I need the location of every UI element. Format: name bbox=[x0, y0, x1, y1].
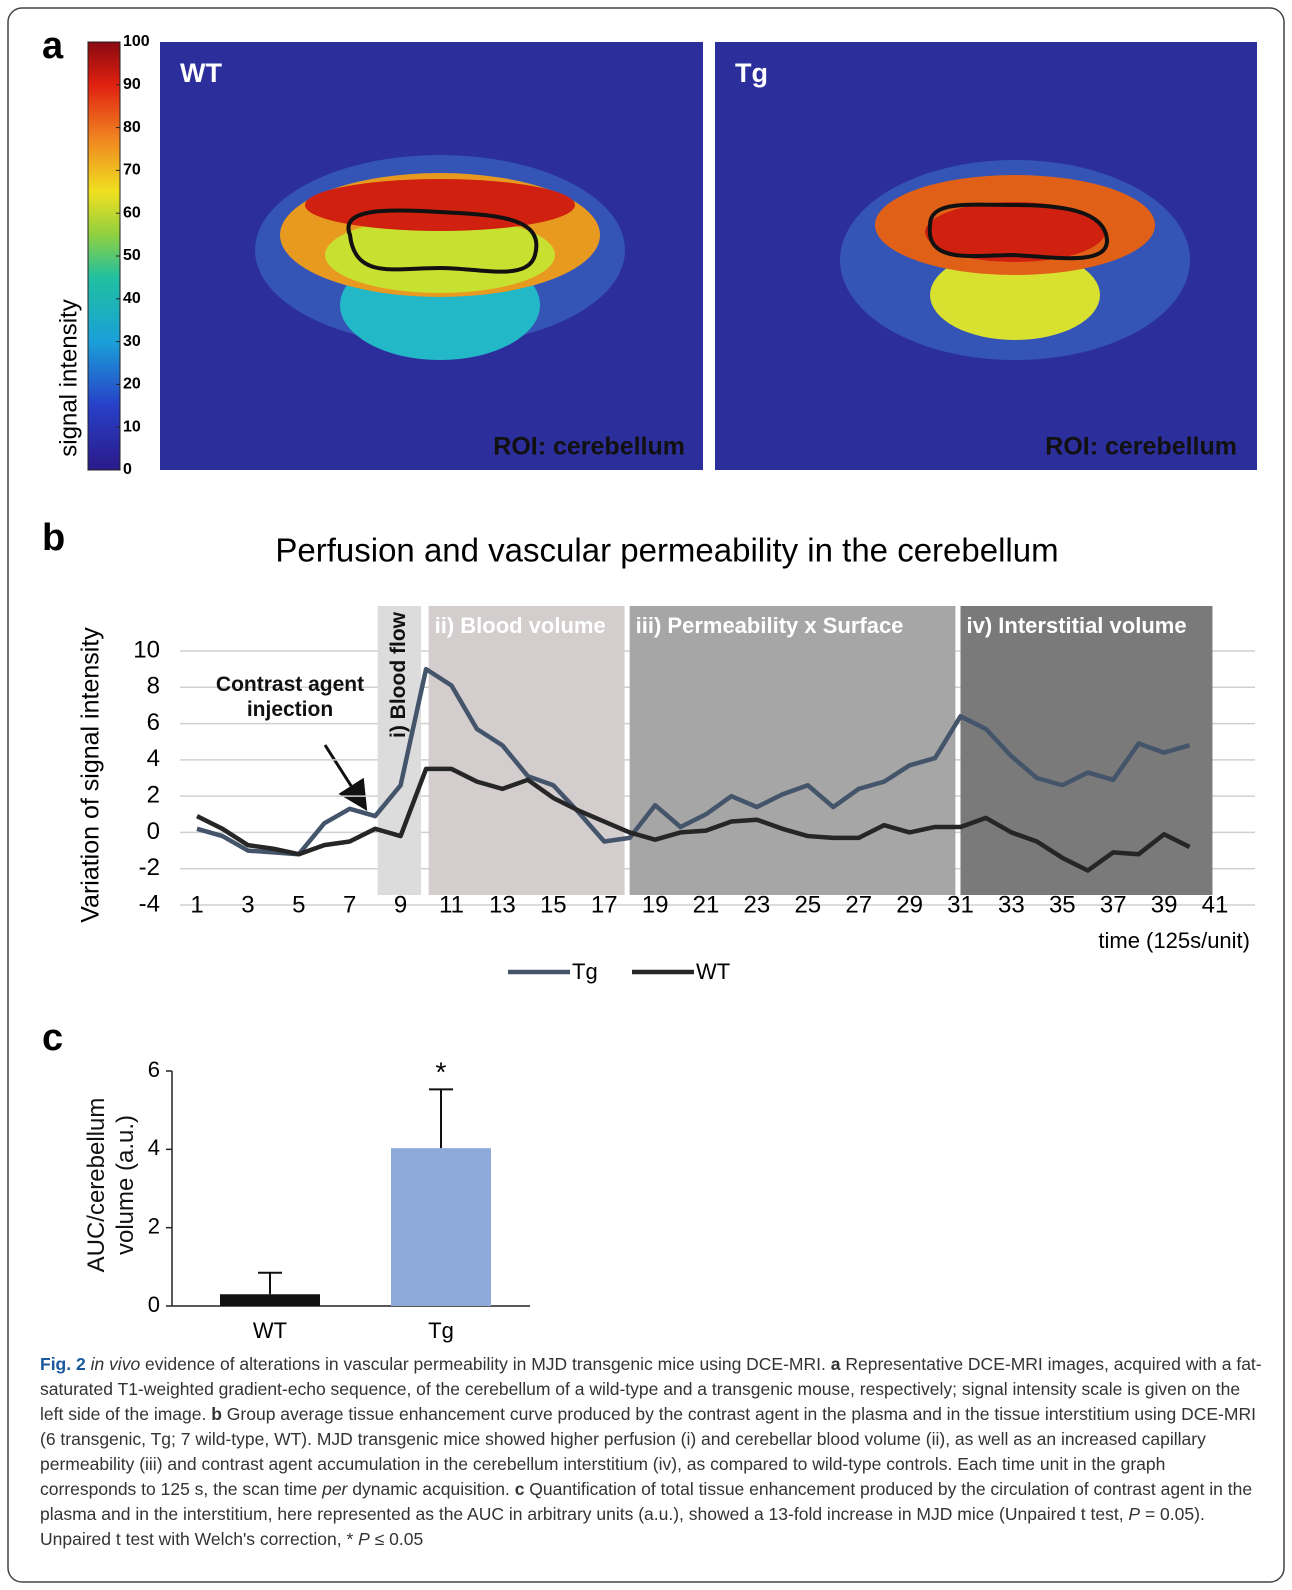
colorbar-tick-label: 40 bbox=[123, 290, 141, 307]
x-tick-label: 25 bbox=[794, 891, 821, 918]
y-axis-label: AUC/cerebellum volume (a.u.) bbox=[82, 1065, 140, 1305]
y-axis-label: Variation of signal intensity bbox=[77, 627, 105, 923]
x-tick-label: 31 bbox=[947, 891, 974, 918]
x-tick-label: WT bbox=[253, 1318, 287, 1343]
colorbar-tick-label: 60 bbox=[123, 204, 141, 221]
bar bbox=[391, 1148, 491, 1306]
colorbar-tick-label: 30 bbox=[123, 333, 141, 350]
image-roi-label: ROI: cerebellum bbox=[1045, 433, 1237, 461]
colorbar-tick-label: 80 bbox=[123, 119, 141, 136]
y-tick-label: 0 bbox=[147, 818, 160, 845]
x-tick-label: Tg bbox=[428, 1318, 454, 1343]
annotation: Contrast agent injection bbox=[195, 672, 385, 722]
mri-tg bbox=[715, 42, 1257, 470]
panel-label: a bbox=[42, 25, 64, 67]
colorbar-tick-label: 100 bbox=[123, 33, 150, 50]
mri-wt bbox=[160, 42, 703, 470]
x-tick-label: 39 bbox=[1151, 891, 1178, 918]
phase-region bbox=[630, 606, 956, 895]
colorbar-tick-label: 50 bbox=[123, 247, 141, 264]
legend-label: WT bbox=[696, 959, 730, 984]
x-tick-label: 13 bbox=[489, 891, 516, 918]
caption-text: b bbox=[211, 1404, 222, 1424]
colorbar-tick-label: 20 bbox=[123, 376, 141, 393]
colorbar-label: signal intensity bbox=[55, 299, 82, 456]
x-tick-label: 17 bbox=[591, 891, 618, 918]
x-tick-label: 23 bbox=[744, 891, 771, 918]
annotation-box: Contrast agent injection bbox=[195, 672, 385, 732]
y-tick-label: -4 bbox=[139, 890, 160, 917]
y-tick-label: 4 bbox=[147, 745, 160, 772]
caption-text: P bbox=[1128, 1504, 1140, 1524]
y-tick-label: 8 bbox=[147, 673, 160, 700]
image-label: WT bbox=[180, 58, 222, 88]
colorbar-tick-label: 0 bbox=[123, 461, 132, 478]
x-tick-label: 5 bbox=[292, 891, 305, 918]
phase-label: iv) Interstitial volume bbox=[967, 613, 1187, 638]
legend-label: Tg bbox=[572, 959, 598, 984]
x-tick-label: 9 bbox=[394, 891, 407, 918]
x-tick-label: 27 bbox=[845, 891, 872, 918]
caption-text: P bbox=[358, 1529, 370, 1549]
colorbar-tick-label: 70 bbox=[123, 162, 141, 179]
chart-title: Perfusion and vascular permeability in t… bbox=[275, 532, 1058, 569]
caption-text: evidence of alterations in vascular perm… bbox=[140, 1354, 831, 1374]
x-tick-label: 41 bbox=[1202, 891, 1229, 918]
phase-label: ii) Blood volume bbox=[435, 613, 606, 638]
x-tick-label: 11 bbox=[439, 891, 464, 918]
caption-text: c bbox=[515, 1479, 525, 1499]
x-tick-label: 1 bbox=[190, 891, 203, 918]
caption-text: ≤ 0.05 bbox=[370, 1529, 423, 1549]
image-roi-label: ROI: cerebellum bbox=[493, 433, 685, 461]
phase-region bbox=[429, 606, 625, 895]
x-axis-label: time (125s/unit) bbox=[1098, 928, 1250, 953]
x-tick-label: 19 bbox=[642, 891, 669, 918]
panel-label: c bbox=[42, 1017, 63, 1059]
caption-text: Fig. 2 bbox=[40, 1354, 86, 1374]
phase-label: iii) Permeability x Surface bbox=[636, 613, 904, 638]
x-tick-label: 29 bbox=[896, 891, 923, 918]
y-tick-label: 10 bbox=[133, 636, 160, 663]
y-tick-label: 6 bbox=[147, 709, 160, 736]
colorbar-tick-label: 10 bbox=[123, 418, 141, 435]
y-tick-label: -2 bbox=[139, 854, 160, 881]
y-axis-label-box: AUC/cerebellum volume (a.u.) bbox=[82, 1065, 152, 1305]
x-tick-label: 7 bbox=[343, 891, 356, 918]
caption: Fig. 2 in vivo evidence of alterations i… bbox=[40, 1352, 1265, 1552]
x-tick-label: 21 bbox=[693, 891, 720, 918]
bar bbox=[220, 1294, 320, 1306]
caption-text: in vivo bbox=[91, 1354, 141, 1374]
page: {"panel_labels": ["a", "b", "c"], "image… bbox=[0, 0, 1292, 1590]
caption-text: per bbox=[322, 1479, 347, 1499]
caption-text: dynamic acquisition. bbox=[347, 1479, 514, 1499]
x-tick-label: 35 bbox=[1049, 891, 1076, 918]
colorbar bbox=[88, 42, 120, 470]
phase-label: i) Blood flow bbox=[387, 611, 410, 738]
y-tick-label: 2 bbox=[147, 781, 160, 808]
x-tick-label: 37 bbox=[1100, 891, 1127, 918]
x-tick-label: 33 bbox=[998, 891, 1025, 918]
significance-mark: * bbox=[436, 1056, 447, 1087]
x-tick-label: 15 bbox=[540, 891, 567, 918]
panel-label: b bbox=[42, 517, 65, 559]
image-label: Tg bbox=[735, 58, 768, 88]
colorbar-tick-label: 90 bbox=[123, 76, 141, 93]
x-tick-label: 3 bbox=[241, 891, 254, 918]
